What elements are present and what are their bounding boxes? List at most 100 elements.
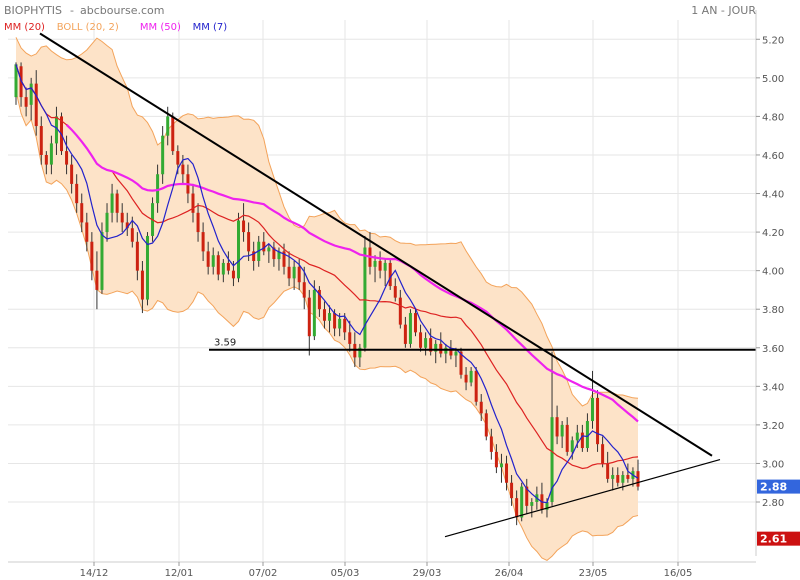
candle [378,251,382,279]
candle [130,216,134,248]
candle-body [494,451,498,468]
y-tick-label: 3.40 [762,382,784,393]
candle-body [434,343,438,352]
candle [403,316,407,348]
candle-body [550,417,554,503]
candle-body [135,241,139,271]
y-tick-label: 5.00 [762,74,784,85]
candle-body [140,270,144,300]
candle [636,459,640,491]
candle-body [226,262,230,271]
candle-body [636,471,640,487]
candle [454,347,458,368]
candle [110,183,114,223]
y-tick-label: 4.60 [762,151,784,162]
bollinger-lower-line [15,91,639,561]
candle-body [565,424,569,452]
candle [429,328,433,356]
candle-body [277,251,281,260]
candle [611,467,615,491]
candle-body [216,255,220,275]
candle-body [408,313,412,344]
candle-body [100,232,104,290]
candle-body [343,318,347,333]
candle-body [570,440,574,452]
candle-body [156,174,160,204]
candle-body [307,297,311,337]
candle-body [44,154,48,165]
candle [494,444,498,474]
support-level-label: 3.59 [214,338,236,349]
candle-body [322,309,326,321]
bollinger-band-fill [16,37,638,561]
candle-body [171,116,175,152]
candle [328,305,332,333]
candle-body [221,262,225,275]
candle [272,241,276,267]
candle-body [363,247,367,348]
candle [484,409,488,441]
candle [85,212,89,252]
candle-body [196,212,200,233]
candle [39,116,43,165]
candle-body [515,498,519,518]
candle [550,351,554,506]
candle [140,261,144,314]
candle [464,367,468,391]
candle-body [191,193,195,213]
candle [206,241,210,275]
candle [358,343,362,368]
candle-body [560,424,564,437]
candle-body [282,251,286,267]
candle [515,490,519,526]
candle [565,417,569,456]
y-tick-label: 4.40 [762,190,784,201]
candle-body [267,247,271,252]
candle-body [469,370,473,383]
candle [70,154,74,194]
candle-body [590,397,594,422]
y-tick-label: 4.00 [762,267,784,278]
candle-body [403,324,407,344]
y-tick-label: 4.80 [762,112,784,123]
source-label: abcbourse.com [80,4,164,17]
candle-body [348,332,352,344]
candle-body [338,318,342,329]
candle-body [34,83,38,127]
candle-body [626,475,630,479]
x-tick-label: 05/03 [331,568,360,579]
candle-body [247,232,251,252]
candle [585,413,589,452]
candle [434,340,438,364]
candle [474,367,478,406]
x-tick-label: 23/05 [579,568,608,579]
candle [499,453,503,483]
candle-body [419,332,423,348]
y-tick-label: 3.00 [762,459,784,470]
candle-body [29,83,33,105]
y-tick-label: 3.60 [762,344,784,355]
candle [505,455,509,491]
candle [135,232,139,281]
candle-body [237,220,241,279]
candle [489,428,493,460]
candle-body [272,247,276,260]
candle-body [413,313,417,333]
candle [65,135,69,175]
candle-body [110,193,114,213]
candle-body [530,502,534,506]
candle-body [358,347,362,358]
candle [95,251,99,310]
candle [373,255,377,283]
candle [363,235,367,352]
candle-body [378,261,382,271]
candle-body [454,351,458,356]
candle [14,62,18,105]
candle [216,251,220,281]
candle-body [125,222,129,229]
candle [302,266,306,310]
x-tick-label: 29/03 [413,568,442,579]
ma20-line [15,64,639,470]
